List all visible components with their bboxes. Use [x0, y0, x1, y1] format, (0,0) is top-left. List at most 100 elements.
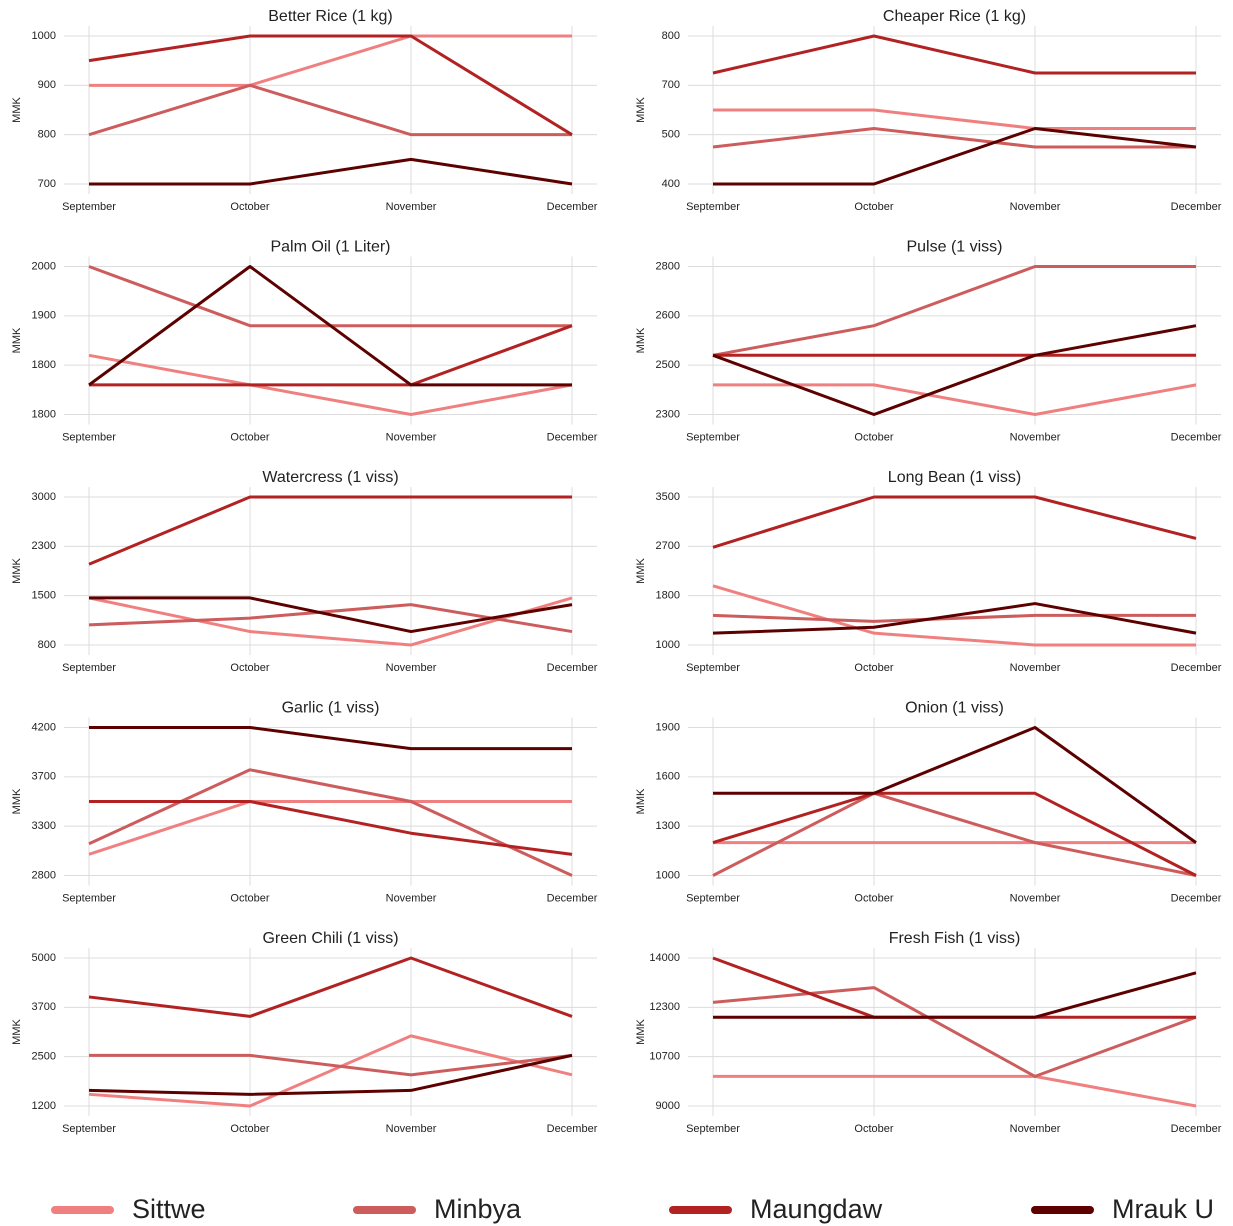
- y-tick-label: 2300: [656, 408, 680, 420]
- y-axis-label: MMK: [635, 97, 647, 123]
- series-line: [712, 495, 1197, 549]
- panel: Onion (1 viss) MMK 1000 1300 1600 1900 Septemb…: [635, 700, 1222, 905]
- y-tick-label: 1000: [656, 639, 680, 651]
- series-line: [712, 956, 1196, 1019]
- y-tick-label: 900: [38, 79, 56, 91]
- x-tick-label: December: [1171, 1123, 1222, 1135]
- series-line: [712, 613, 1196, 623]
- series-line: [88, 1034, 573, 1108]
- y-tick-label: 9000: [656, 1100, 680, 1112]
- panel-title: Long Bean (1 viss): [888, 469, 1021, 486]
- y-tick-label: 3700: [32, 771, 56, 783]
- panel: Long Bean (1 viss) MMK 1000 1800 2700 3500 Sep…: [635, 469, 1222, 674]
- y-axis-label: MMK: [635, 1019, 647, 1045]
- y-tick-label: 2800: [32, 869, 56, 881]
- panel: Better Rice (1 kg) MMK 700 800 900 1000 Septem…: [11, 8, 598, 213]
- x-tick-label: October: [854, 662, 893, 674]
- panel-title: Fresh Fish (1 viss): [889, 930, 1021, 947]
- series-line: [88, 800, 572, 856]
- series-line: [88, 83, 572, 137]
- y-tick-label: 1600: [656, 771, 680, 783]
- x-tick-label: December: [547, 201, 598, 213]
- y-axis-label: MMK: [11, 1019, 23, 1045]
- y-tick-label: 700: [38, 178, 56, 190]
- series-line: [713, 726, 1197, 844]
- x-tick-label: September: [686, 1123, 740, 1135]
- x-tick-label: December: [1171, 431, 1222, 443]
- y-tick-label: 1800: [32, 408, 56, 420]
- y-tick-label: 2700: [656, 540, 680, 552]
- y-tick-label: 2600: [656, 310, 680, 322]
- series-line: [88, 596, 573, 647]
- x-tick-label: December: [547, 662, 598, 674]
- panel-title: Garlic (1 viss): [282, 700, 380, 717]
- y-axis-label: MMK: [635, 558, 647, 584]
- y-tick-label: 700: [662, 79, 680, 91]
- y-tick-label: 1000: [656, 869, 680, 881]
- x-tick-label: December: [1171, 892, 1222, 904]
- series-line: [88, 495, 572, 566]
- series-line: [89, 800, 573, 856]
- y-axis-label: MMK: [11, 97, 23, 123]
- panel-title: Watercress (1 viss): [262, 469, 398, 486]
- x-tick-label: September: [686, 201, 740, 213]
- y-axis-label: MMK: [635, 327, 647, 353]
- series-line: [89, 1053, 573, 1077]
- x-tick-label: September: [686, 662, 740, 674]
- x-tick-label: October: [230, 201, 269, 213]
- y-tick-label: 4200: [32, 721, 56, 733]
- panel: Palm Oil (1 Liter) MMK 1800 1800 1900 2000 Sep…: [11, 239, 598, 444]
- x-tick-label: December: [1171, 201, 1222, 213]
- x-tick-label: November: [1010, 431, 1061, 443]
- y-axis-label: MMK: [11, 327, 23, 353]
- x-tick-label: October: [854, 1123, 893, 1135]
- y-tick-label: 1200: [32, 1100, 56, 1112]
- y-tick-label: 1800: [656, 590, 680, 602]
- panel-title: Onion (1 viss): [905, 700, 1004, 717]
- y-tick-label: 3000: [32, 491, 56, 503]
- y-tick-label: 500: [662, 129, 680, 141]
- series-line: [89, 157, 573, 186]
- y-tick-label: 1500: [32, 590, 56, 602]
- x-tick-label: October: [230, 1123, 269, 1135]
- series-line: [712, 34, 1196, 75]
- y-tick-label: 1000: [32, 30, 56, 42]
- y-tick-label: 1900: [32, 310, 56, 322]
- y-tick-label: 1900: [656, 721, 680, 733]
- panel-title: Cheaper Rice (1 kg): [883, 8, 1026, 25]
- series-line: [88, 1053, 573, 1096]
- x-tick-label: September: [62, 892, 116, 904]
- x-tick-label: November: [1010, 892, 1061, 904]
- y-axis-label: MMK: [11, 558, 23, 584]
- series-line: [88, 265, 572, 328]
- series-line: [713, 1074, 1197, 1108]
- series-line: [88, 34, 573, 136]
- series-line: [88, 956, 573, 1018]
- series-line: [713, 383, 1197, 416]
- y-tick-label: 800: [662, 30, 680, 42]
- panel-title: Better Rice (1 kg): [268, 8, 392, 25]
- y-tick-label: 1800: [32, 359, 56, 371]
- series-line: [712, 986, 1197, 1078]
- series-line: [712, 265, 1196, 357]
- series-line: [712, 791, 1197, 877]
- series-line: [89, 324, 573, 387]
- panel-title: Pulse (1 viss): [906, 239, 1002, 256]
- x-tick-label: September: [62, 1123, 116, 1135]
- x-tick-label: November: [386, 892, 437, 904]
- series-line: [89, 34, 572, 87]
- y-tick-label: 2500: [32, 1051, 56, 1063]
- series-line: [713, 127, 1197, 186]
- panel: Green Chili (1 viss) MMK 1200 2500 3700 5000 S…: [11, 930, 598, 1135]
- series-line: [712, 584, 1196, 647]
- x-tick-label: October: [854, 892, 893, 904]
- legend-label: Minbya: [434, 1194, 522, 1224]
- series-line: [88, 353, 573, 416]
- y-tick-label: 1300: [656, 820, 680, 832]
- x-tick-label: November: [1010, 1123, 1061, 1135]
- panel-title: Palm Oil (1 Liter): [270, 239, 390, 256]
- x-tick-label: November: [386, 1123, 437, 1135]
- x-tick-label: October: [230, 892, 269, 904]
- x-tick-label: October: [230, 662, 269, 674]
